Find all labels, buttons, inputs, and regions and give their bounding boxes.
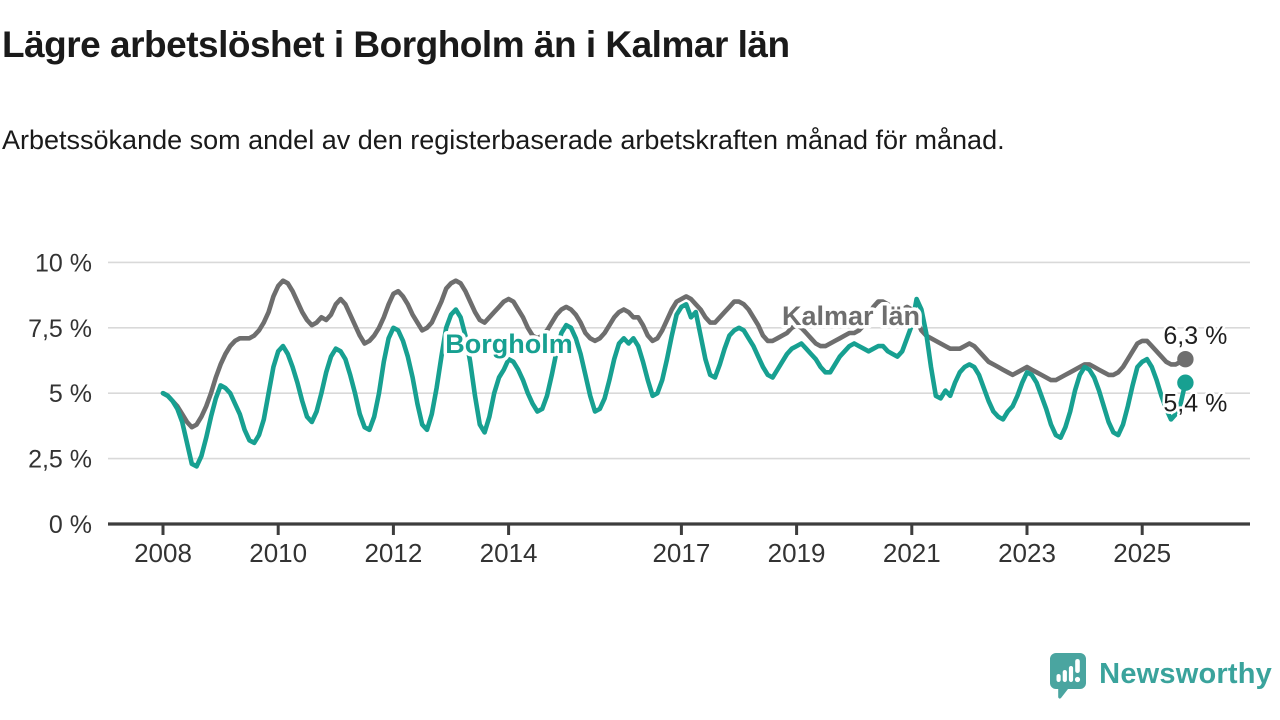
- end-value-label-kalmar-lan: 6,3 %: [1163, 322, 1227, 350]
- x-axis-label: 2025: [1113, 538, 1171, 568]
- y-axis-label: 7,5 %: [28, 315, 92, 343]
- x-axis-label: 2012: [364, 538, 422, 568]
- end-value-label-borgholm: 5,4 %: [1163, 390, 1227, 418]
- y-axis-label: 2,5 %: [28, 446, 92, 474]
- newsworthy-logo-icon: [1050, 653, 1087, 699]
- brand-footer: Newsworthy: [1047, 648, 1272, 700]
- series-line-kalmar-lan: [160, 278, 1188, 430]
- x-axis-label: 2019: [768, 538, 826, 568]
- x-axis-label: 2010: [249, 538, 307, 568]
- y-axis-label: 0 %: [49, 511, 92, 539]
- y-axis-label: 5 %: [49, 380, 92, 408]
- x-axis-label: 2008: [134, 538, 192, 568]
- brand-name: Newsworthy: [1099, 657, 1272, 690]
- page-subtitle: Arbetssökande som andel av den registerb…: [2, 125, 1005, 155]
- page-title: Lägre arbetslöshet i Borgholm än i Kalma…: [2, 24, 790, 65]
- series-label-borgholm: Borgholm: [445, 329, 573, 359]
- x-axis-label: 2023: [998, 538, 1056, 568]
- end-dot-borgholm: [1177, 374, 1194, 391]
- x-axis-label: 2017: [652, 538, 710, 568]
- x-axis-label: 2021: [883, 538, 941, 568]
- series-line-borgholm: [160, 296, 1188, 469]
- end-dot-kalmar-lan: [1177, 350, 1194, 368]
- x-axis-label: 2014: [480, 538, 538, 568]
- series-label-kalmar-lan: Kalmar län: [782, 301, 920, 331]
- y-axis-label: 10 %: [35, 249, 92, 277]
